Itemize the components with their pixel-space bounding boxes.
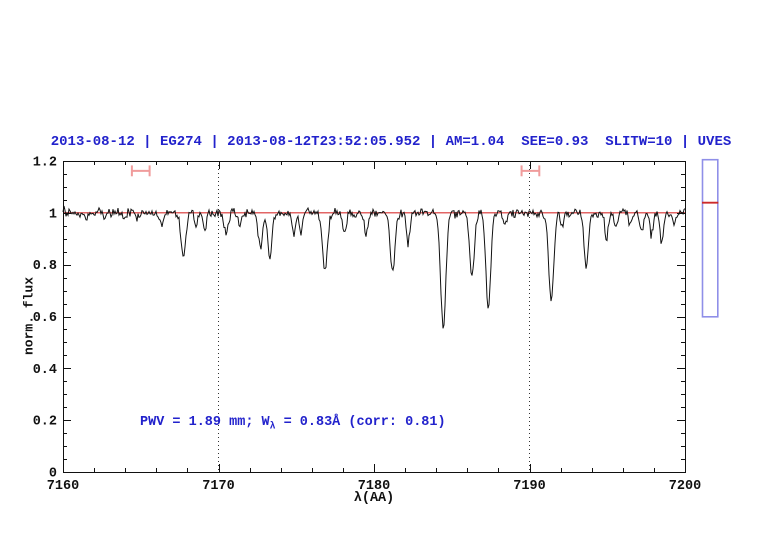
svg-text:7160: 7160: [47, 479, 79, 494]
svg-text:0: 0: [49, 467, 57, 482]
svg-text:7170: 7170: [202, 479, 234, 494]
pwv-annotation-suffix: = 0.83Å (corr: 0.81): [275, 415, 446, 430]
spectrum-line: [62, 205, 686, 329]
svg-text:0.8: 0.8: [33, 259, 57, 274]
svg-text:7180: 7180: [358, 479, 390, 494]
range-markers: [130, 165, 541, 177]
y-ticks: [63, 161, 685, 473]
svg-text:7200: 7200: [669, 479, 701, 494]
svg-text:1: 1: [49, 207, 57, 222]
y-axis-label: norm. flux: [21, 276, 37, 356]
x-axis-label: λ(AA): [353, 491, 395, 506]
svg-text:0.2: 0.2: [33, 415, 57, 430]
y-tick-labels: 0 0.2 0.4 0.6 0.8 1 1.2: [33, 156, 57, 482]
svg-text:1.2: 1.2: [33, 156, 57, 171]
pwv-annotation-subscript: λ: [269, 420, 276, 432]
x-ticks: [63, 161, 686, 472]
svg-text:0.6: 0.6: [33, 311, 57, 326]
pwv-annotation: PWV = 1.89 mm; Wλ = 0.83Å (corr: 0.81): [140, 415, 446, 432]
figure-title: 2013-08-12 | EG274 | 2013-08-12T23:52:05…: [50, 134, 732, 150]
pwv-annotation-prefix: PWV = 1.89 mm; W: [140, 415, 270, 430]
x-tick-labels: 7160 7170 7180 7190 7200: [47, 479, 701, 494]
svg-text:7190: 7190: [513, 479, 545, 494]
slit-gauge: [701, 158, 719, 318]
svg-text:0.4: 0.4: [33, 363, 57, 378]
